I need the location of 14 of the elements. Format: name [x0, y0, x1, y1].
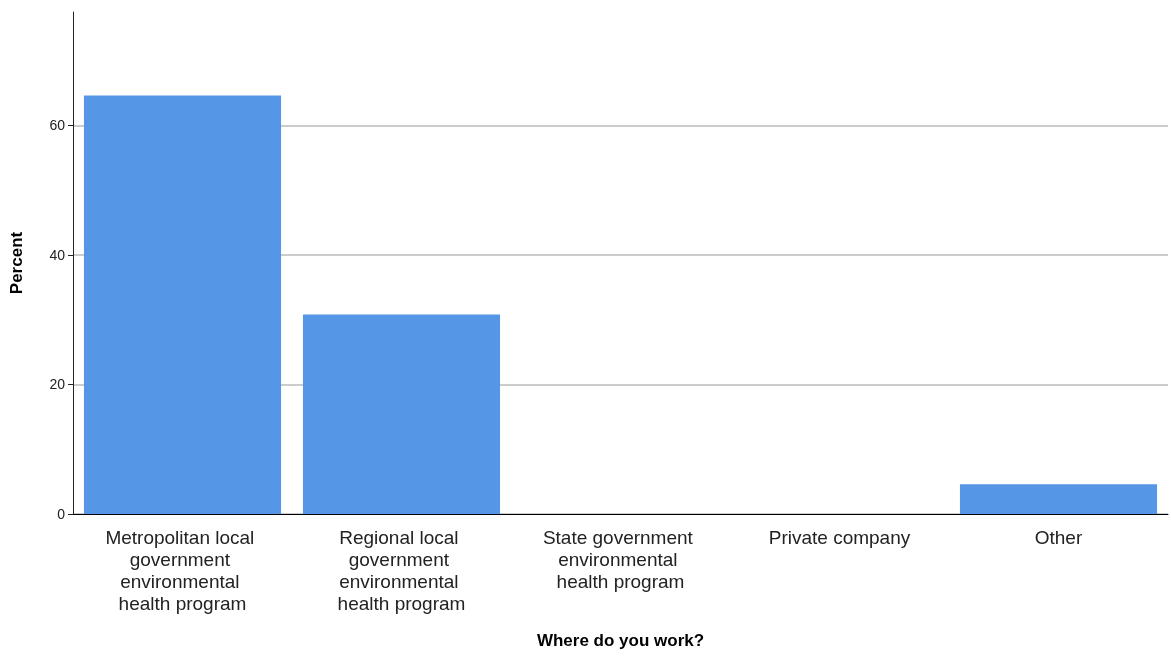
bar	[83, 95, 282, 514]
x-tick-label: State government environmental health program	[542, 526, 699, 592]
x-tick-label: Regional local government environmental health program	[337, 526, 466, 614]
y-tick-label: 0	[57, 506, 66, 522]
x-tick-label: Other	[1034, 526, 1083, 548]
y-tick-label: 60	[49, 117, 66, 134]
bar	[959, 484, 1158, 514]
bar	[302, 314, 501, 514]
y-axis-title: Percent	[7, 231, 26, 295]
x-axis-title: Where do you work?	[536, 631, 705, 650]
x-tick-label: Private company	[768, 526, 911, 548]
x-tick-label: Metropolitan local government environmental health program	[105, 526, 260, 614]
y-tick-label: 20	[49, 376, 66, 393]
y-tick-label: 40	[49, 246, 66, 263]
